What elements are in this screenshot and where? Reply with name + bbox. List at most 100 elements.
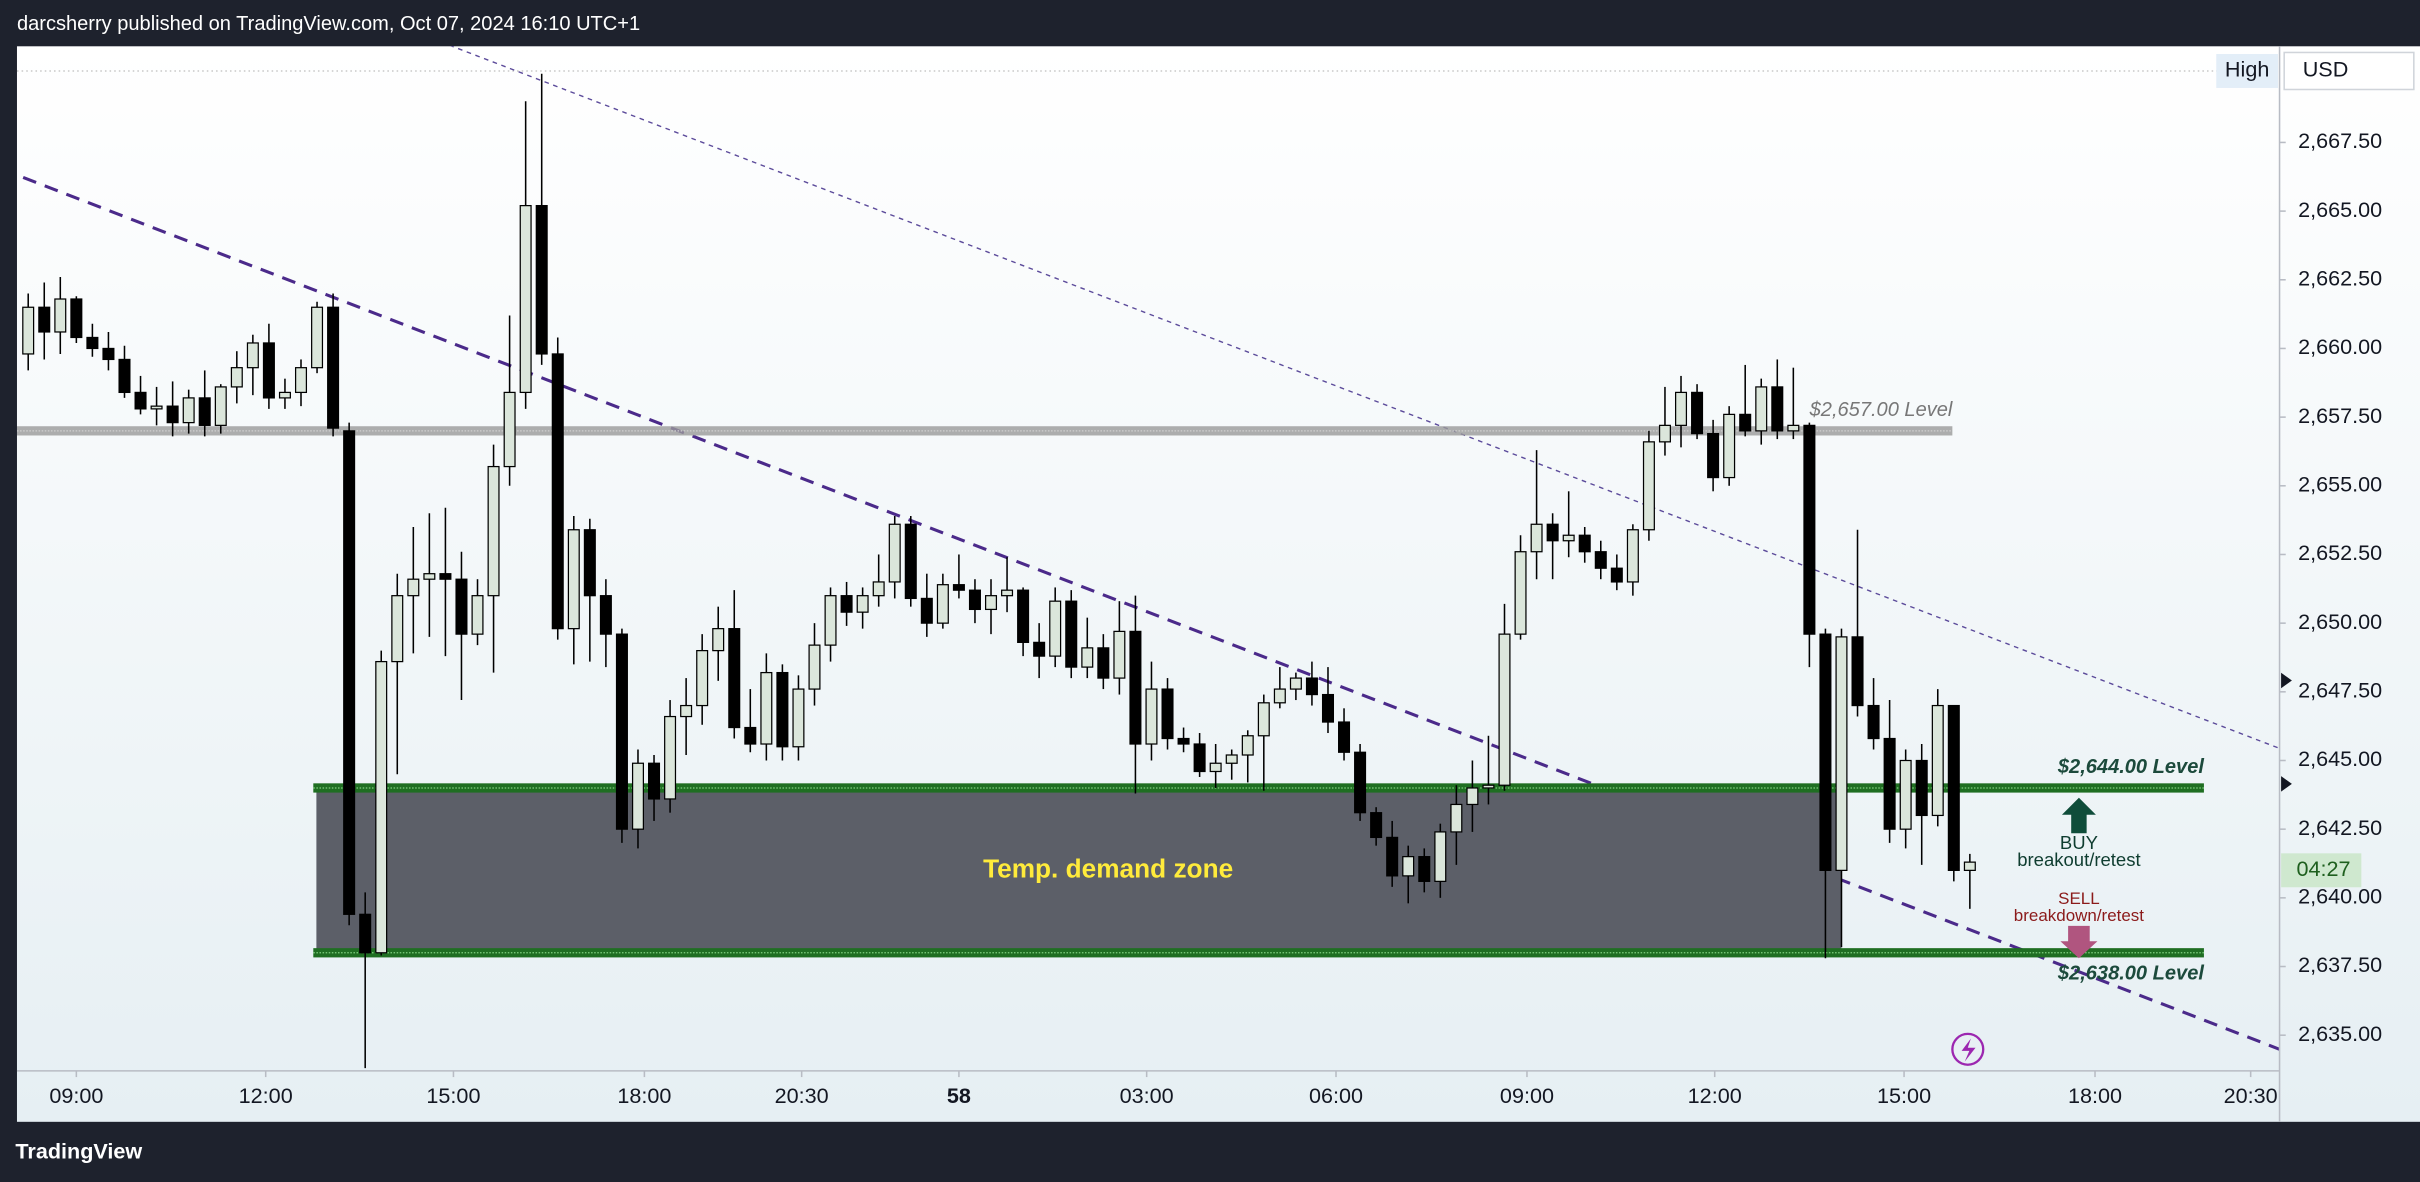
candle-body <box>1642 441 1655 531</box>
candle-body <box>391 595 404 663</box>
trendline <box>450 46 2280 750</box>
candle-body <box>150 405 163 410</box>
candle-body <box>1514 551 1527 635</box>
candle-body <box>198 397 211 426</box>
candle-body <box>1145 688 1158 745</box>
candle-body <box>1129 630 1142 745</box>
trendline <box>22 176 2280 1051</box>
alert-icon-bolt[interactable] <box>1961 1038 1976 1062</box>
candle-body <box>102 347 115 361</box>
y-tick-label: 2,650.00 <box>2298 609 2382 634</box>
candle-body <box>936 584 949 624</box>
x-tick-label: 20:30 <box>775 1083 829 1108</box>
candle-body <box>1289 677 1302 690</box>
x-tick-label: 06:00 <box>1309 1083 1363 1108</box>
y-tick-label: 2,647.50 <box>2298 678 2382 703</box>
level-label: $2,644.00 Level <box>2057 756 2204 778</box>
candle-body <box>1001 589 1014 597</box>
candle-body <box>166 405 179 424</box>
axis-marker <box>2281 672 2292 689</box>
y-tick-label: 2,660.00 <box>2298 334 2382 359</box>
mode-badge[interactable] <box>2216 54 2279 88</box>
candle-body <box>343 430 356 915</box>
x-tick-label: 15:00 <box>426 1083 480 1108</box>
y-tick-label: 2,635.00 <box>2298 1021 2382 1046</box>
candle-body <box>535 204 548 355</box>
x-tick-label: 12:00 <box>1688 1083 1742 1108</box>
y-tick-label: 2,652.50 <box>2298 540 2382 565</box>
candle-body <box>648 762 661 800</box>
candle-body <box>744 726 757 745</box>
candle-body <box>423 573 436 580</box>
candle-body <box>519 204 532 394</box>
candle-body <box>1241 735 1254 756</box>
candle-body <box>1755 386 1768 432</box>
candle-body <box>1947 704 1960 871</box>
y-tick-label: 2,667.50 <box>2298 128 2382 153</box>
candle-body <box>1626 529 1639 583</box>
candle-body <box>1402 856 1415 877</box>
candle-body <box>1707 432 1720 479</box>
y-tick-label: 2,655.00 <box>2298 472 2382 497</box>
candle-body <box>1113 630 1126 679</box>
candle-body <box>1354 751 1367 814</box>
candle-body <box>1065 600 1078 668</box>
candle-body <box>1257 702 1270 737</box>
axis-marker <box>2281 776 2292 792</box>
x-tick-label: 09:00 <box>1500 1083 1554 1108</box>
y-tick-label: 2,645.00 <box>2298 746 2382 771</box>
candle-body <box>680 704 693 718</box>
candle-body <box>1033 641 1046 657</box>
candle-body <box>1931 704 1944 817</box>
candle-body <box>1819 633 1832 871</box>
y-tick-label: 2,657.50 <box>2298 403 2382 428</box>
candle-body <box>1867 704 1880 740</box>
candle-body <box>230 367 243 388</box>
countdown-box <box>2281 853 2362 888</box>
alert-icon[interactable] <box>1951 1032 1985 1066</box>
candle-body <box>840 595 853 613</box>
candle-body <box>1193 743 1206 773</box>
plot-background <box>16 46 2420 1122</box>
candle-body <box>1594 551 1607 569</box>
candle-body <box>1739 413 1752 432</box>
candle-body <box>70 298 83 339</box>
candle-body <box>631 762 645 830</box>
candle-body <box>1338 721 1351 753</box>
buy-arrow <box>2061 797 2096 834</box>
candle-body <box>118 358 131 394</box>
plot-area <box>16 46 2280 1069</box>
candle-body <box>1610 567 1623 583</box>
candle-body <box>278 391 291 399</box>
candle-body <box>1161 688 1174 740</box>
candle-body <box>1658 424 1671 443</box>
zone-label: Temp. demand zone <box>983 853 1233 883</box>
buy-subtitle: breakout/retest <box>2017 849 2140 870</box>
mode-label[interactable]: High <box>2225 57 2269 82</box>
x-tick-label: 09:00 <box>49 1083 103 1108</box>
candle-body <box>455 578 468 635</box>
candle-body <box>1915 759 1928 817</box>
candle-body <box>38 306 51 333</box>
candle-body <box>1321 693 1335 723</box>
candle-body <box>1370 812 1383 839</box>
currency-label[interactable]: USD <box>2303 57 2349 82</box>
candle-body <box>1017 589 1030 643</box>
candle-body <box>214 386 227 426</box>
candle-body <box>407 578 420 597</box>
currency-box[interactable] <box>2283 51 2415 91</box>
candle-body <box>1466 787 1479 806</box>
candle-body <box>1225 754 1238 764</box>
candle-body <box>1177 737 1190 745</box>
y-tick-label: 2,642.50 <box>2298 815 2382 840</box>
candle-body <box>1097 647 1110 679</box>
candle-body <box>856 595 869 613</box>
candle-body <box>327 306 340 429</box>
candle-body <box>1771 386 1784 432</box>
candle-body <box>54 298 67 333</box>
candle-body <box>551 353 564 630</box>
candle-body <box>1803 424 1816 635</box>
candle-body <box>952 584 965 591</box>
countdown: 04:27 <box>2297 856 2351 881</box>
candle-body <box>920 597 933 624</box>
